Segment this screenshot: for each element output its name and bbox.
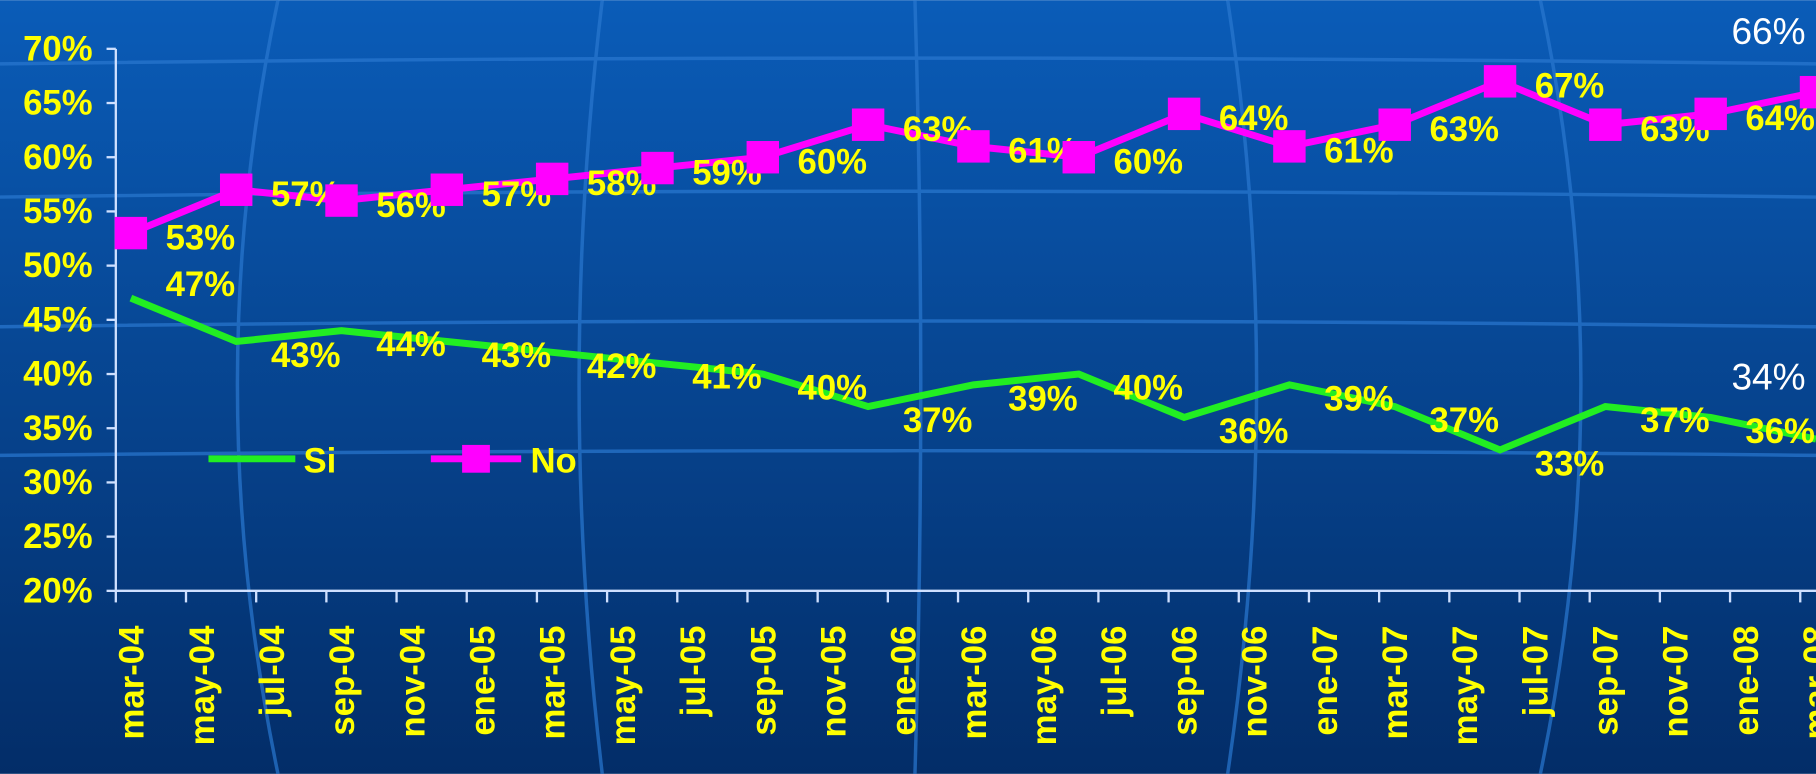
x-tick-label: nov-05 <box>815 626 853 738</box>
marker <box>641 151 674 185</box>
x-tick-label: jul-04 <box>254 625 292 717</box>
x-tick-label: sep-04 <box>324 625 362 736</box>
x-tick-label: ene-07 <box>1307 626 1345 736</box>
marker <box>1378 108 1411 141</box>
plot: 20% 25% 30% 35% 40% 45% 50% 55% 60% 65% 70% mar-04 m… <box>23 10 1816 745</box>
x-tick-label: sep-06 <box>1166 626 1204 736</box>
y-tick-label: 45% <box>23 301 93 339</box>
data-label: 33% <box>1535 445 1605 483</box>
y-tick-label: 70% <box>23 30 93 68</box>
data-label: 40% <box>1114 370 1184 408</box>
marker <box>219 173 253 206</box>
marker <box>851 108 885 141</box>
legend-label: Si <box>303 443 336 481</box>
y-tick-label: 35% <box>23 410 93 448</box>
marker <box>114 216 148 250</box>
annotation: 34% <box>1731 355 1805 397</box>
x-tick-label: mar-04 <box>114 625 152 740</box>
x-tick-label: ene-05 <box>465 626 503 736</box>
x-tick-label: nov-06 <box>1237 626 1275 738</box>
series-line <box>129 294 1816 454</box>
x-tick-label: may-04 <box>184 625 222 745</box>
data-label: 47% <box>166 266 236 304</box>
marker <box>535 162 569 196</box>
x-tick-label: nov-07 <box>1658 626 1696 738</box>
x-tick-label: jul-06 <box>1096 626 1134 718</box>
x-tick-label: ene-06 <box>886 626 924 736</box>
data-label: 41% <box>692 359 762 397</box>
data-label: 42% <box>587 348 657 386</box>
x-tick-label: nov-04 <box>394 625 432 738</box>
data-label: 53% <box>166 219 236 257</box>
y-tick-label: 30% <box>23 464 93 502</box>
x-tick-label: jul-07 <box>1517 626 1555 718</box>
data-label: 39% <box>1008 380 1078 418</box>
data-label: 37% <box>1640 402 1710 440</box>
x-tick-label: jul-05 <box>675 626 713 718</box>
x-tick-label: sep-07 <box>1587 626 1625 736</box>
data-label: 60% <box>798 143 868 181</box>
x-tick-label: mar-05 <box>535 626 573 740</box>
x-tick-label: mar-07 <box>1377 626 1415 740</box>
marker <box>1694 97 1727 131</box>
y-tick-label: 25% <box>23 518 93 556</box>
marker <box>430 173 464 206</box>
data-label: 43% <box>482 337 552 375</box>
marker <box>1589 108 1622 141</box>
y-tick-label: 60% <box>23 139 93 177</box>
x-tick-label: may-05 <box>605 626 643 746</box>
data-label: 60% <box>1114 143 1184 181</box>
x-tick-label: sep-05 <box>745 626 783 736</box>
y-tick-label: 50% <box>23 247 93 285</box>
data-label: 44% <box>376 326 446 364</box>
marker <box>746 141 780 174</box>
data-label: 37% <box>903 402 973 440</box>
data-label: 43% <box>271 337 341 375</box>
x-tick-label: mar-06 <box>956 626 994 740</box>
x-tick-label: may-06 <box>1026 626 1064 746</box>
x-tick-label: may-07 <box>1447 626 1485 746</box>
marker <box>1483 65 1517 98</box>
y-tick-label: 65% <box>23 85 93 123</box>
x-tick-label: mar-08 <box>1798 626 1816 740</box>
y-tick-label: 55% <box>23 193 93 231</box>
data-label: 39% <box>1324 380 1394 418</box>
legend-label: No <box>530 443 576 481</box>
data-label: 40% <box>798 370 868 408</box>
data-label: 63% <box>1429 111 1499 149</box>
legend-marker <box>462 444 490 473</box>
data-label: 67% <box>1535 68 1605 106</box>
marker <box>1167 97 1201 131</box>
marker <box>1799 75 1816 109</box>
y-tick-label: 40% <box>23 356 93 394</box>
data-label: 36% <box>1745 413 1815 451</box>
y-tick-label: 20% <box>23 572 93 610</box>
marker <box>957 130 990 163</box>
marker <box>325 184 358 217</box>
data-label: 36% <box>1219 413 1289 451</box>
marker <box>1062 141 1095 174</box>
annotation: 66% <box>1731 10 1805 52</box>
data-label: 37% <box>1429 402 1499 440</box>
x-tick-label: ene-08 <box>1728 626 1766 736</box>
marker <box>1273 130 1306 163</box>
